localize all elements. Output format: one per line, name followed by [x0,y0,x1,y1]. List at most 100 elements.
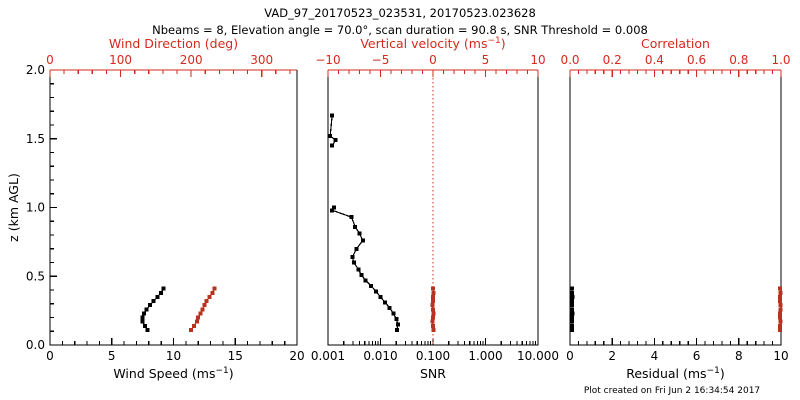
data-point-middle-0-18 [349,215,354,220]
data-point-middle-0-11 [356,267,361,272]
data-point-middle-2-10 [431,286,435,291]
y-tick-label-0: 0.0 [26,338,45,352]
x-tick-label-middle-4: 10.000 [517,349,559,363]
data-point-middle-0-20 [331,205,336,210]
x-top-tick-label-right-2: 0.4 [645,53,664,67]
data-point-right-1-4 [777,311,782,316]
data-point-right-0-3 [570,315,575,320]
data-point-middle-0-5 [383,300,388,305]
data-point-left-1-4 [198,311,203,316]
data-point-right-0-8 [570,294,575,299]
data-point-right-1-0 [777,327,782,332]
x-axis-label-right: Residual (ms−1) [626,366,725,381]
data-point-right-0-10 [570,286,575,291]
y-tick-label-2: 1.0 [26,201,45,215]
x-tick-label-middle-3: 1.000 [468,349,502,363]
data-point-middle-2-0 [431,327,436,332]
data-point-middle-2-8 [431,294,435,299]
figure-subtitle-line2: Nbeams = 8, Elevation angle = 70.0°, sca… [152,23,648,37]
x-top-tick-label-right-1: 0.2 [603,53,622,67]
data-point-middle-0-15 [360,238,365,243]
data-point-middle-0-12 [351,260,356,265]
x-tick-label-left-2: 10 [166,349,181,363]
x-axis-label-middle: SNR [420,366,446,381]
data-point-middle-0-13 [350,255,355,259]
data-point-middle-0-6 [378,294,383,299]
x-tick-label-right-1: 2 [608,349,616,363]
data-point-middle-0-16 [357,231,362,236]
data-point-right-0-2 [569,319,574,324]
x-top-tick-label-left-3: 300 [250,53,273,67]
x-tick-label-right-3: 6 [693,349,701,363]
data-point-left-0-4 [141,311,146,316]
x-top-axis-label-right: Correlation [641,36,710,51]
plot-created-footer: Plot created on Fri Jun 2 16:34:54 2017 [584,386,760,396]
data-point-middle-2-1 [431,323,435,328]
x-top-tick-label-right-5: 1.0 [771,53,790,67]
data-point-middle-0-1 [395,322,400,327]
x-tick-label-right-2: 4 [651,349,659,363]
data-point-middle-0-4 [387,305,392,310]
data-point-middle-2-6 [430,303,435,308]
panel-frame-right [569,70,782,346]
x-tick-label-left-0: 0 [46,349,54,363]
data-point-middle-2-5 [431,307,435,312]
data-point-middle-0-7 [373,289,378,294]
data-point-left-0-9 [159,290,164,295]
x-tick-label-left-1: 5 [108,349,116,363]
data-point-left-0-0 [145,327,150,332]
x-top-tick-label-middle-1: −5 [372,53,390,67]
x-top-tick-label-right-0: 0.0 [560,53,579,67]
data-point-middle-1-1 [328,134,333,138]
data-point-right-1-6 [778,303,783,308]
data-point-middle-2-3 [431,315,435,320]
data-point-right-1-7 [778,299,783,303]
x-top-tick-label-right-4: 0.8 [729,53,748,67]
data-point-right-1-2 [778,319,783,324]
data-point-left-0-2 [140,319,145,324]
data-point-left-0-6 [148,303,153,308]
x-top-axis-label-left: Wind Direction (deg) [109,36,238,51]
data-point-left-0-10 [161,286,166,291]
x-top-tick-label-left-1: 100 [109,53,132,67]
data-point-left-0-8 [155,294,160,299]
data-point-right-0-0 [570,327,575,332]
data-point-left-0-7 [151,299,156,303]
data-point-left-1-9 [210,290,215,295]
data-point-right-1-5 [778,307,783,312]
data-point-left-1-6 [202,303,207,308]
data-point-middle-1-0 [330,113,335,118]
data-point-right-1-3 [778,315,783,320]
data-point-middle-2-9 [431,290,436,295]
data-point-middle-0-19 [330,208,335,213]
data-point-left-1-7 [204,299,209,303]
data-point-left-1-5 [200,307,205,312]
data-point-middle-0-8 [369,283,374,288]
data-point-middle-0-17 [353,224,358,229]
y-tick-label-1: 0.5 [26,269,45,283]
data-point-middle-1-2 [333,138,338,143]
data-point-left-1-1 [191,323,196,328]
data-point-middle-0-0 [394,327,399,332]
x-top-axis-label-middle: Vertical velocity (ms−1) [360,36,505,51]
y-tick-label-3: 1.5 [26,132,45,146]
data-point-left-0-1 [143,323,148,328]
x-top-tick-label-middle-0: −10 [315,53,340,67]
x-top-tick-label-left-2: 200 [180,53,203,67]
data-point-left-1-8 [207,294,212,299]
x-tick-label-right-0: 0 [566,349,574,363]
x-top-tick-label-right-3: 0.6 [687,53,706,67]
figure-title-line1: VAD_97_20170523_023531, 20170523.023628 [264,6,536,20]
x-top-tick-label-middle-3: 5 [482,53,490,67]
x-tick-label-left-4: 20 [289,349,304,363]
data-point-left-0-3 [140,315,145,320]
data-point-middle-2-2 [430,319,435,324]
x-axis-label-left: Wind Speed (ms−1) [113,366,233,381]
data-point-left-1-10 [212,286,217,291]
panel-frame-left [49,70,298,346]
data-point-right-0-7 [570,299,575,303]
x-tick-label-right-4: 8 [735,349,743,363]
series-line-middle-1 [329,115,337,146]
